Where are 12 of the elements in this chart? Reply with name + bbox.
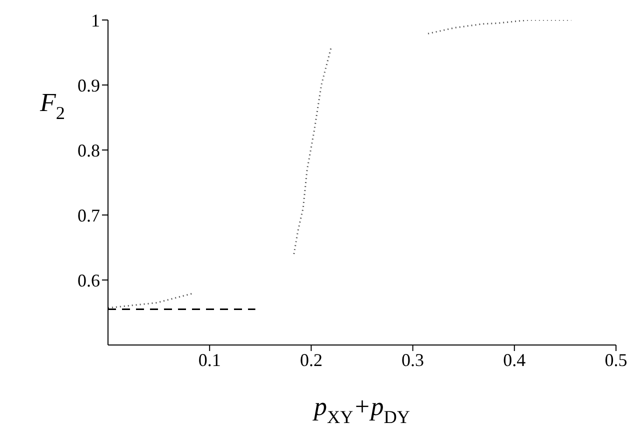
x-tick-label: 0.4	[503, 350, 526, 370]
x-tick-label: 0.5	[604, 350, 628, 370]
x-tick-label: 0.1	[198, 350, 221, 370]
y-tick-label: 0.7	[78, 205, 100, 226]
y-tick-label: 0.8	[78, 140, 100, 160]
y-axis-title: F$_{2}$	[39, 88, 65, 123]
x-tick-label: 0.2	[300, 350, 322, 370]
y-tick-label: 0.6	[78, 270, 100, 290]
y-tick-label: 0.9	[78, 75, 100, 96]
x-axis-title: p$_{XY}$+p$_{DY}$	[312, 392, 410, 427]
x-tick-label: 0.3	[402, 350, 424, 370]
y-tick-label: 1	[91, 10, 100, 30]
